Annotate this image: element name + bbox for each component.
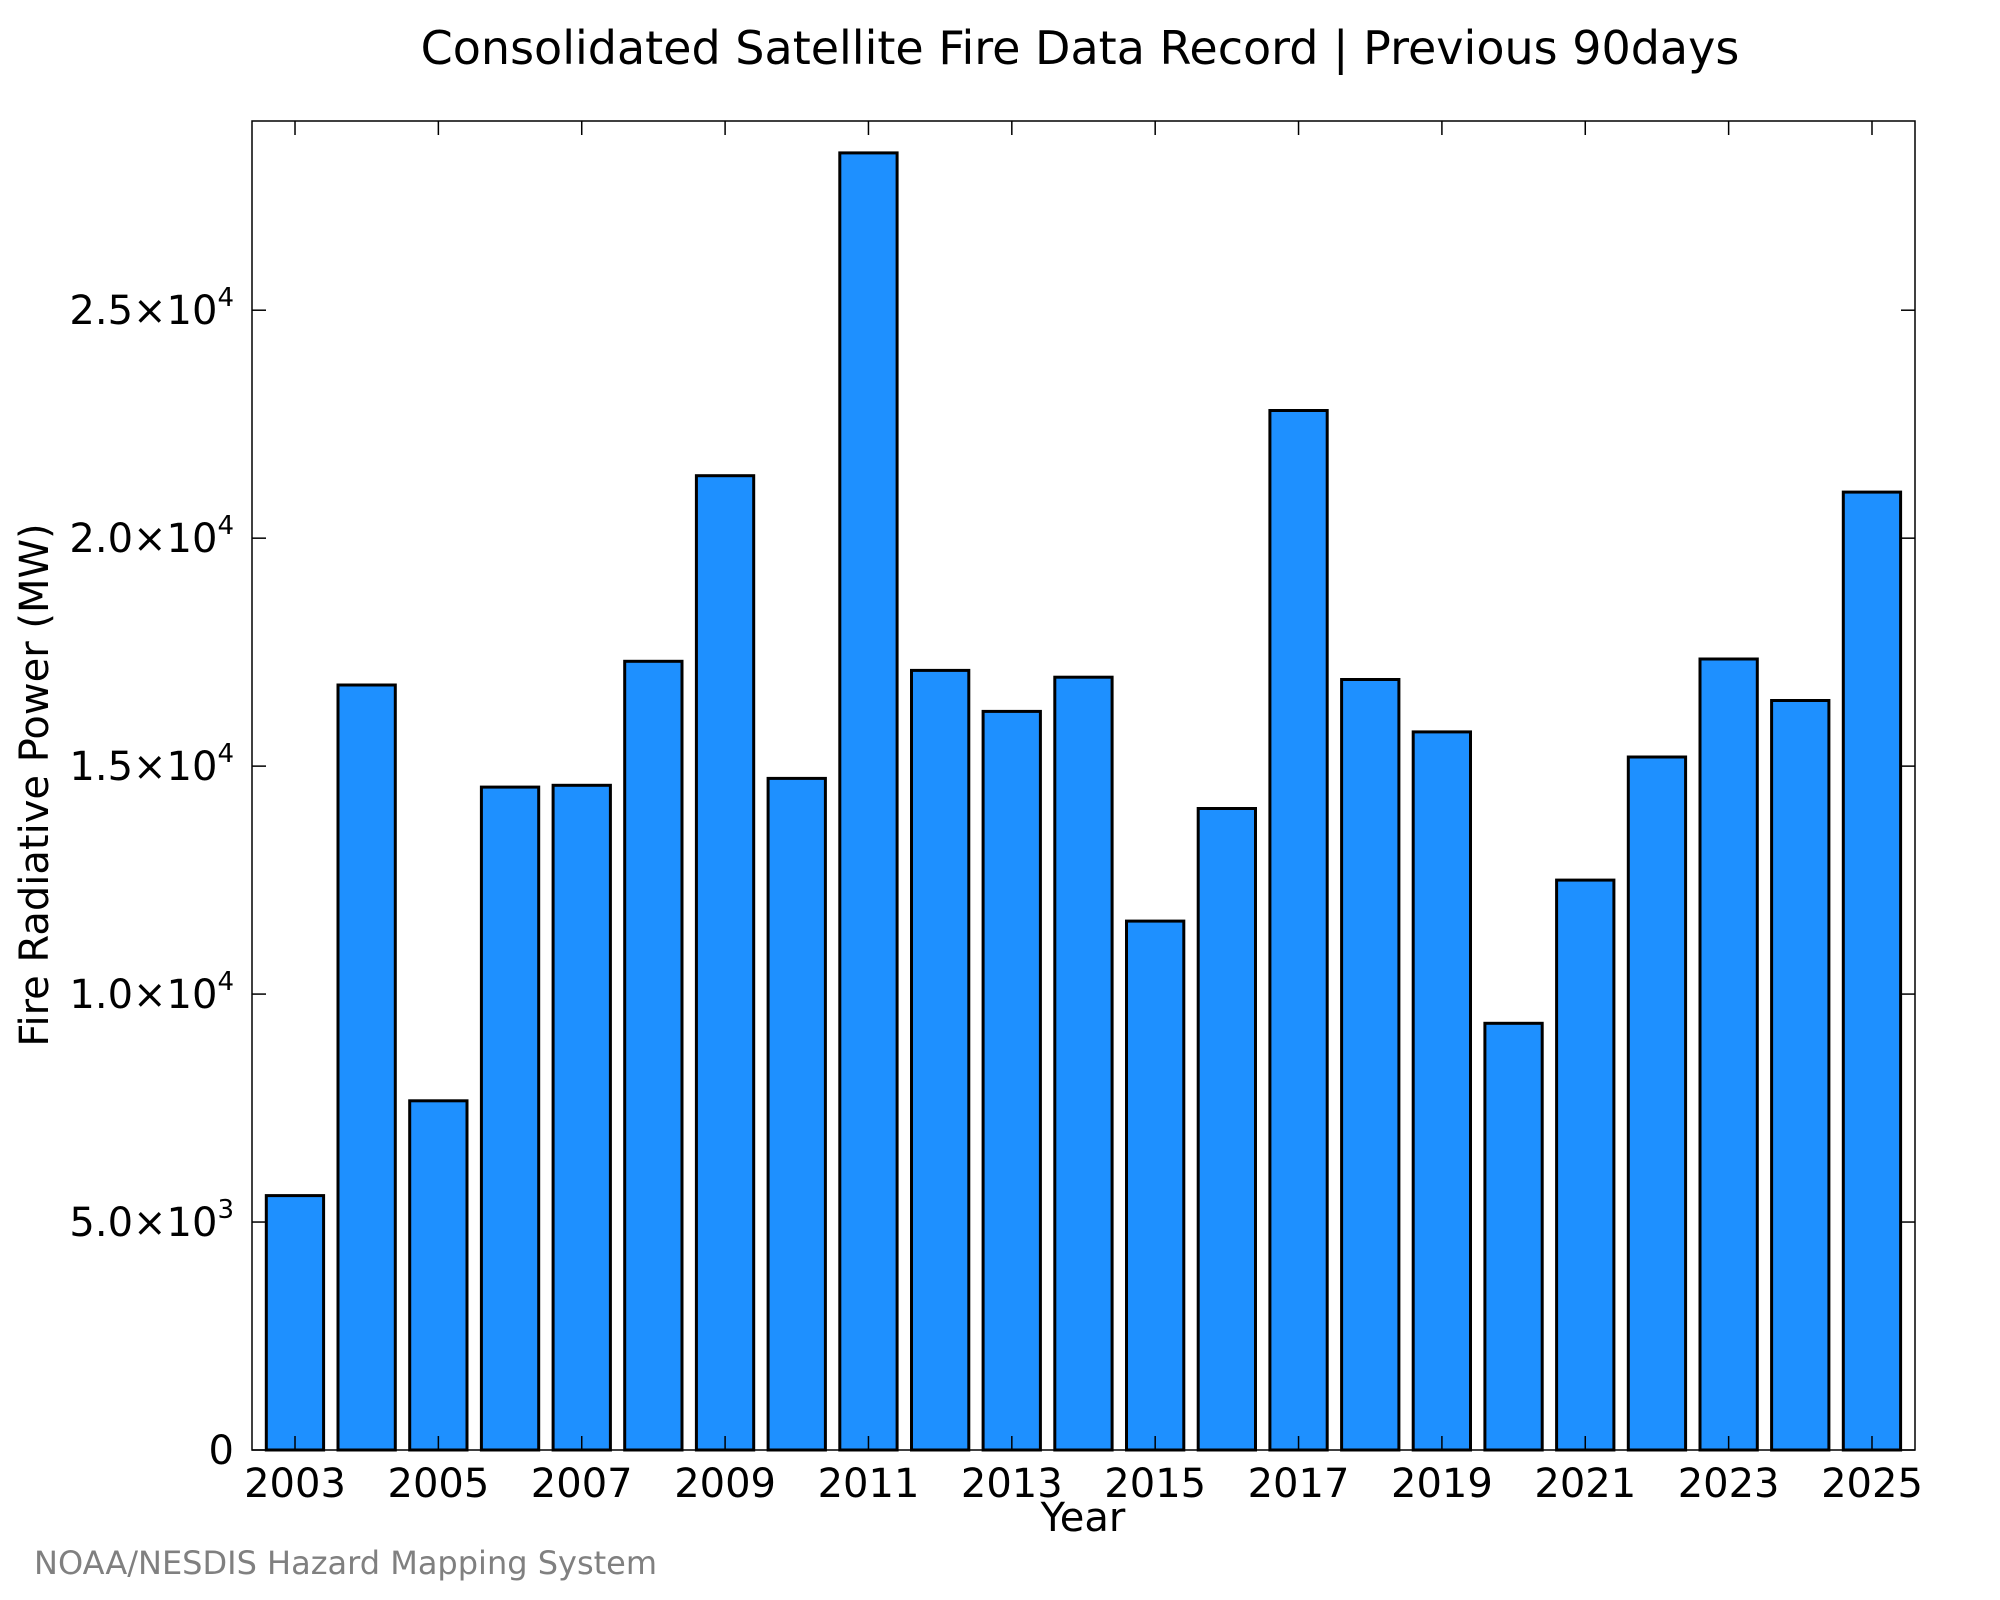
y-tick-label: 1.0×104 — [69, 967, 234, 1018]
y-tick-label: 2.5×104 — [69, 283, 234, 334]
x-tick-label: 2011 — [818, 1461, 920, 1507]
x-tick-label: 2009 — [674, 1461, 776, 1507]
bar-2005 — [408, 1099, 469, 1452]
x-tick-label: 2023 — [1678, 1461, 1780, 1507]
bar-2022 — [1626, 755, 1688, 1452]
bar-2016 — [1196, 807, 1257, 1452]
bar-2020 — [1483, 1021, 1544, 1452]
chart-title: Consolidated Satellite Fire Data Record … — [421, 21, 1740, 76]
bar-2008 — [623, 659, 684, 1452]
bar-2021 — [1555, 878, 1616, 1452]
bar-2011 — [838, 151, 899, 1452]
bar-2007 — [551, 783, 612, 1452]
y-axis-label: Fire Radiative Power (MW) — [12, 523, 58, 1046]
bar-2014 — [1053, 675, 1114, 1452]
bars-group — [264, 151, 1903, 1452]
x-tick-label: 2019 — [1391, 1461, 1493, 1507]
x-tick-label: 2015 — [1104, 1461, 1206, 1507]
x-tick-label: 2017 — [1248, 1461, 1350, 1507]
bar-2013 — [981, 709, 1042, 1452]
x-tick-label: 2025 — [1821, 1461, 1923, 1507]
x-tick-label: 2003 — [244, 1461, 346, 1507]
bar-2010 — [766, 776, 827, 1452]
bar-2006 — [479, 785, 541, 1452]
bar-2019 — [1411, 730, 1472, 1452]
bar-2017 — [1268, 409, 1329, 1452]
y-tick-label: 1.5×104 — [69, 739, 234, 790]
bar-2018 — [1340, 678, 1401, 1452]
bar-2024 — [1770, 699, 1831, 1452]
y-tick-label: 2.0×104 — [69, 511, 234, 562]
y-tick-label: 0 — [209, 1428, 234, 1474]
bar-2023 — [1698, 657, 1759, 1452]
x-tick-label: 2005 — [388, 1461, 490, 1507]
bar-2003 — [264, 1194, 326, 1452]
x-tick-label: 2021 — [1534, 1461, 1636, 1507]
x-tick-label: 2007 — [531, 1461, 633, 1507]
x-tick-label: 2013 — [961, 1461, 1063, 1507]
x-axis-label: Year — [1040, 1495, 1126, 1541]
bar-2025 — [1841, 490, 1903, 1452]
credit-text: NOAA/NESDIS Hazard Mapping System — [34, 1544, 657, 1582]
bar-2012 — [910, 668, 971, 1452]
bar-2009 — [694, 474, 756, 1452]
bar-2015 — [1125, 919, 1186, 1452]
ticks-group: 2003 2005 2007 2009 2011 2013 2015 2017 2019 2021… — [69, 121, 1923, 1507]
bar-2004 — [336, 683, 397, 1452]
y-tick-label: 5.0×103 — [69, 1195, 234, 1246]
